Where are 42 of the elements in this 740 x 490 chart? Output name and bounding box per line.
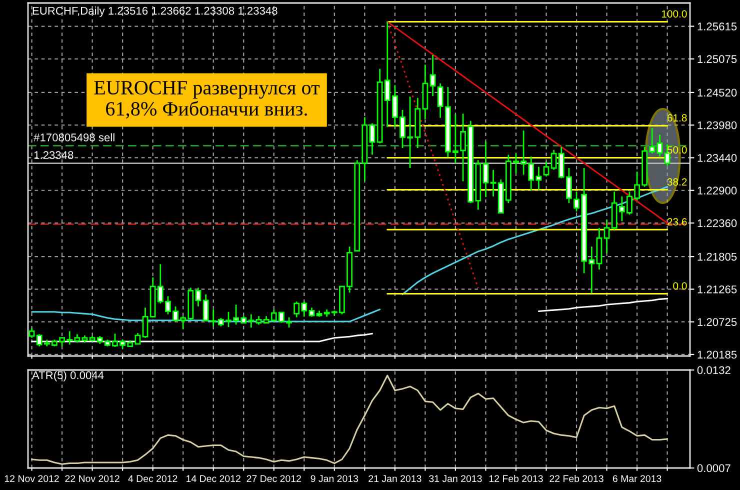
x-tick-label: 12 Nov 2012 bbox=[4, 475, 59, 482]
y-tick-label: 1.20185 bbox=[698, 350, 737, 359]
x-tick-label: 31 Jan 2013 bbox=[429, 475, 482, 482]
y-tick-label: 1.25075 bbox=[698, 55, 737, 64]
y-tick-label: 1.23980 bbox=[698, 121, 737, 130]
y-tick-label: 1.22360 bbox=[698, 219, 737, 228]
series-label: 0.0 bbox=[673, 282, 687, 290]
ref-line-label: #170805498 sell bbox=[34, 133, 114, 142]
y-tick-label: 0.0132 bbox=[697, 366, 730, 374]
series-label: 100.0 bbox=[662, 10, 687, 18]
candlestick bbox=[142, 306, 148, 339]
x-tick-label: 6 Mar 2013 bbox=[612, 475, 662, 482]
x-tick-label: 27 Dec 2012 bbox=[246, 475, 301, 482]
candlestick bbox=[482, 140, 489, 198]
candlestick bbox=[656, 134, 663, 158]
chart-title: EURCHF,Daily 1.23516 1.23662 1.23308 1.23348 bbox=[32, 6, 278, 17]
ref-line-label: 1.23348 bbox=[34, 151, 74, 160]
y-tick-label: 1.21265 bbox=[698, 285, 737, 294]
candlestick bbox=[430, 54, 436, 97]
candlestick bbox=[28, 326, 35, 339]
series-label: 61.8 bbox=[667, 114, 687, 122]
x-tick-label: 22 Nov 2012 bbox=[65, 475, 120, 482]
candlestick bbox=[308, 306, 315, 318]
y-tick-label: 1.21805 bbox=[698, 252, 737, 261]
chart-title: ATR(5) 0.0044 bbox=[32, 370, 104, 382]
candlestick bbox=[543, 160, 550, 178]
annotation: EUROCHF развернулся от 61,8% Фибоначчи вниз. bbox=[94, 80, 320, 119]
candlestick bbox=[195, 287, 202, 308]
y-tick-label: 1.23440 bbox=[698, 154, 737, 162]
y-tick-label: 1.22900 bbox=[698, 186, 737, 195]
candlestick bbox=[604, 219, 610, 254]
y-tick-label: 1.24520 bbox=[698, 88, 737, 97]
y-tick-label: 0.0007 bbox=[697, 464, 730, 472]
y-tick-label: 1.25615 bbox=[698, 22, 737, 30]
y-tick-label: 1.20725 bbox=[698, 318, 737, 326]
x-tick-label: 21 Jan 2013 bbox=[368, 475, 422, 482]
x-tick-label: 12 Feb 2013 bbox=[489, 474, 543, 482]
x-tick-label: 4 Dec 2012 bbox=[128, 475, 178, 482]
candlestick bbox=[369, 122, 376, 156]
x-tick-label: 9 Jan 2013 bbox=[310, 475, 358, 482]
x-tick-label: 22 Feb 2013 bbox=[550, 474, 604, 482]
x-tick-label: 14 Dec 2012 bbox=[186, 475, 240, 482]
